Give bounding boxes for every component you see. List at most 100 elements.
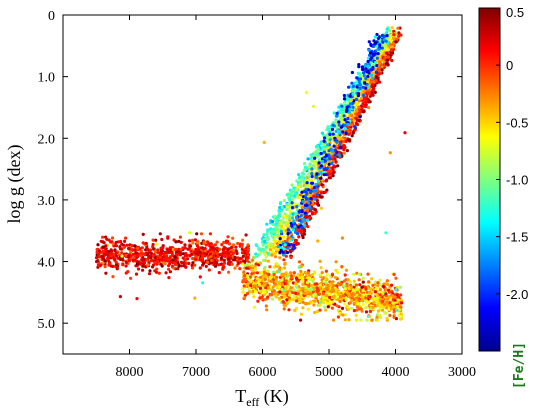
data-point	[201, 261, 206, 266]
data-point	[339, 137, 343, 141]
data-point	[361, 65, 365, 69]
data-point	[252, 295, 256, 299]
data-point	[314, 182, 318, 186]
data-point	[352, 309, 356, 313]
data-point	[371, 67, 375, 71]
data-point	[365, 318, 369, 322]
data-point	[274, 247, 278, 251]
data-point	[364, 67, 368, 71]
data-point	[296, 279, 300, 283]
data-point	[384, 292, 388, 296]
data-point	[282, 272, 286, 276]
data-point	[352, 272, 356, 276]
data-point	[289, 221, 293, 226]
data-point	[261, 274, 265, 278]
data-point	[148, 248, 152, 252]
data-point	[386, 55, 390, 59]
data-point	[288, 293, 292, 297]
data-point	[351, 288, 355, 293]
data-point	[201, 254, 205, 258]
data-point	[283, 243, 287, 247]
data-point	[371, 283, 375, 287]
data-point	[191, 261, 195, 265]
data-point	[310, 283, 314, 288]
data-point	[260, 295, 264, 299]
data-point	[336, 315, 340, 319]
data-point	[243, 249, 247, 253]
data-point	[288, 209, 292, 213]
data-point	[382, 64, 387, 68]
data-point	[126, 270, 130, 274]
data-point	[329, 289, 333, 294]
data-point	[236, 241, 240, 246]
data-point	[289, 203, 294, 207]
data-point	[152, 247, 156, 251]
data-point	[313, 197, 317, 201]
data-point	[364, 287, 368, 291]
data-point	[307, 165, 311, 169]
data-point	[328, 172, 333, 176]
data-point	[96, 263, 100, 267]
data-point	[193, 238, 197, 242]
data-point	[314, 149, 319, 154]
data-point	[309, 277, 313, 281]
data-point	[295, 242, 299, 246]
data-point	[366, 64, 370, 68]
data-point	[179, 264, 183, 268]
data-point	[271, 297, 275, 301]
data-point	[326, 286, 330, 291]
data-point	[190, 238, 195, 242]
data-point	[224, 250, 228, 254]
colorbar-tick-label: -2.0	[506, 287, 528, 302]
data-point	[226, 257, 231, 261]
data-point	[222, 240, 226, 245]
data-point	[275, 275, 279, 279]
data-point	[345, 304, 349, 308]
data-point	[126, 246, 131, 251]
data-point	[297, 265, 301, 269]
x-tick-label: 5000	[315, 365, 343, 380]
y-tick-label: 1.0	[38, 71, 56, 86]
data-point	[262, 258, 266, 262]
data-point	[178, 252, 182, 256]
data-point	[266, 259, 270, 263]
data-point	[358, 110, 362, 114]
data-point	[284, 224, 288, 228]
data-point	[392, 315, 396, 319]
data-point	[348, 107, 352, 111]
data-point	[341, 130, 345, 134]
y-tick-label: 3.0	[38, 194, 56, 209]
data-point	[352, 119, 356, 123]
data-point	[310, 185, 314, 189]
data-point	[132, 248, 136, 252]
data-point	[349, 285, 353, 289]
data-point	[343, 302, 347, 306]
data-point	[361, 295, 365, 299]
data-point	[366, 59, 370, 64]
data-point	[288, 239, 292, 243]
data-point	[264, 286, 268, 290]
data-point	[389, 34, 393, 38]
data-point	[334, 275, 338, 280]
data-point	[247, 290, 252, 294]
data-point	[357, 272, 361, 276]
data-point	[204, 264, 208, 268]
data-point	[273, 282, 277, 286]
data-point	[292, 271, 296, 275]
data-point	[177, 239, 181, 243]
data-point	[300, 279, 304, 283]
data-point	[101, 255, 105, 259]
data-point	[284, 279, 288, 283]
data-point	[317, 292, 321, 296]
data-point	[309, 300, 313, 304]
data-point	[170, 250, 174, 255]
data-point	[283, 262, 287, 266]
data-point	[105, 237, 109, 241]
data-point	[336, 129, 340, 133]
data-point	[319, 176, 323, 180]
data-point	[378, 288, 383, 292]
data-point	[282, 307, 286, 311]
data-point	[353, 125, 357, 129]
data-point	[263, 268, 267, 272]
data-point	[344, 268, 349, 272]
